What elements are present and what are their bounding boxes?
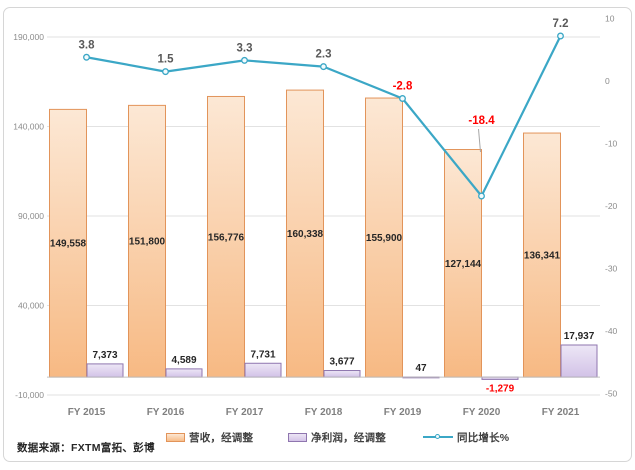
growth-line-series: [83, 32, 564, 200]
right-axis-tick-label: -20: [605, 201, 618, 211]
profit-bar: [244, 362, 282, 378]
right-axis-tick-label: -40: [605, 326, 618, 336]
category-label: FY 2020: [463, 407, 501, 418]
legend-label-revenue: 营收，经调整: [189, 431, 254, 444]
right-axis-labels: 10 0 -10 -20 -30 -40 -50: [605, 14, 618, 399]
revenue-data-label: 136,341: [524, 251, 561, 262]
legend-label-profit: 净利润，经调整: [311, 431, 386, 444]
growth-data-label: 3.3: [237, 42, 253, 54]
profit-data-label: 7,731: [250, 349, 275, 360]
right-axis-tick-label: -10: [605, 139, 618, 149]
growth-line-labels: 3.8 1.5 3.3 2.3 -2.8 -18.4 7.2: [79, 18, 569, 153]
revenue-data-label: 149,558: [50, 239, 87, 250]
category-label: FY 2016: [147, 407, 185, 418]
legend-item-revenue: 营收，经调整: [166, 429, 253, 445]
profit-data-label: 3,677: [329, 357, 354, 368]
growth-line-marker: [320, 63, 327, 71]
profit-bar: [560, 344, 598, 378]
growth-data-label: 3.8: [79, 39, 96, 51]
right-axis-tick-label: 0: [605, 76, 610, 86]
growth-line-marker: [83, 53, 90, 61]
revenue-bar: [286, 89, 324, 378]
revenue-data-label: 127,144: [445, 259, 482, 270]
legend-label-growth: 同比增长%: [457, 431, 510, 444]
category-label: FY 2021: [542, 407, 580, 418]
left-axis-tick-label: -10,000: [15, 390, 44, 400]
revenue-data-label: 160,338: [287, 229, 324, 240]
right-axis-tick-label: 10: [605, 14, 615, 24]
growth-line-marker: [241, 56, 248, 64]
right-axis-tick-label: -30: [605, 264, 618, 274]
left-axis-tick-label: 40,000: [18, 301, 44, 311]
profit-data-label: 17,937: [564, 331, 595, 342]
growth-data-label: 2.3: [316, 49, 332, 61]
right-axis-tick-label: -50: [605, 389, 618, 399]
label-leader-line: [478, 128, 481, 153]
revenue-data-label: 155,900: [366, 233, 403, 244]
left-axis-tick-label: 140,000: [13, 122, 44, 132]
profit-data-label: 4,589: [171, 355, 196, 366]
profit-bar: [165, 368, 203, 378]
chart-card: 149,558 151,800 156,776 160,338 155,900 127,1…: [3, 7, 632, 462]
profit-bar: [323, 370, 361, 378]
profit-data-label: -1,279: [486, 383, 515, 394]
growth-data-label: 7.2: [553, 18, 569, 30]
growth-data-label: -18.4: [468, 115, 495, 127]
growth-line-marker: [478, 192, 485, 200]
left-axis-labels: 190,000 140,000 90,000 40,000 -10,000: [13, 32, 44, 400]
revenue-data-label: 156,776: [208, 232, 245, 243]
revenue-bar: [207, 95, 245, 378]
category-label: FY 2019: [384, 407, 422, 418]
growth-line-marker: [399, 95, 406, 102]
growth-data-label: -2.8: [393, 81, 413, 93]
category-axis-labels: FY 2015 FY 2016 FY 2017 FY 2018 FY 2019 FY 20…: [68, 407, 580, 418]
left-axis-tick-label: 190,000: [13, 32, 44, 42]
profit-data-label: 47: [415, 363, 427, 374]
growth-data-label: 1.5: [158, 54, 175, 66]
revenue-swatch-icon: [166, 432, 185, 442]
profit-swatch-icon: [288, 432, 307, 442]
growth-line-marker: [162, 68, 169, 76]
category-label: FY 2018: [305, 407, 343, 418]
category-label: FY 2017: [226, 407, 264, 418]
combo-chart: 149,558 151,800 156,776 160,338 155,900 127,1…: [13, 14, 618, 419]
category-label: FY 2015: [68, 407, 106, 418]
legend-item-growth: 同比增长%: [423, 429, 509, 445]
growth-line-swatch-icon: [423, 432, 453, 442]
legend: 营收，经调整 净利润，经调整 同比增长%: [4, 429, 631, 447]
revenue-bar: [49, 108, 87, 378]
growth-line-marker: [557, 32, 564, 40]
source-note: 数据来源：FXTM富拓、彭博: [17, 442, 155, 454]
revenue-bar: [365, 97, 403, 378]
revenue-data-label: 151,800: [129, 237, 166, 248]
left-axis-tick-label: 90,000: [18, 211, 44, 221]
profit-data-label: 7,373: [92, 350, 117, 361]
profit-bar: [86, 363, 124, 378]
revenue-bar: [523, 132, 561, 378]
legend-item-profit: 净利润，经调整: [288, 429, 386, 445]
bar-data-labels: 149,558 151,800 156,776 160,338 155,900 127,1…: [50, 229, 595, 394]
